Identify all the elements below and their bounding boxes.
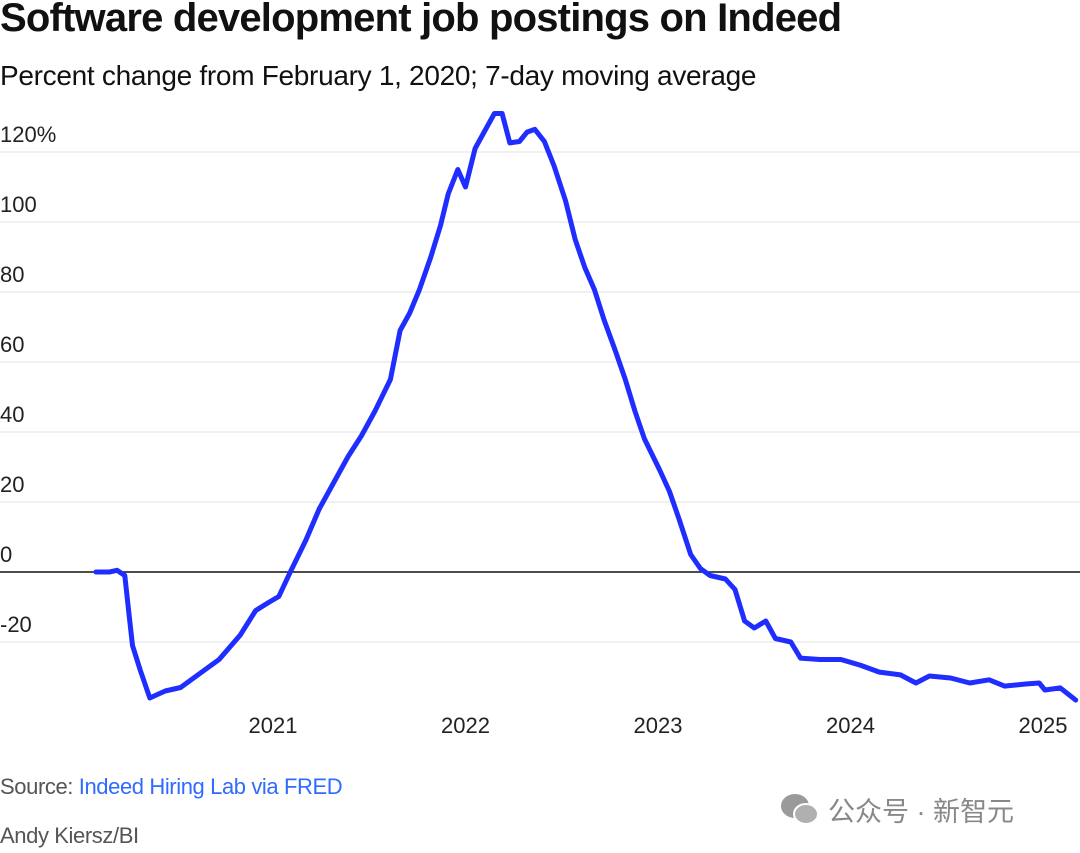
chart-subtitle: Percent change from February 1, 2020; 7-… xyxy=(0,60,757,91)
x-tick-label: 2022 xyxy=(441,713,490,738)
x-tick-label: 2025 xyxy=(1019,713,1068,738)
author-credit: Andy Kiersz/BI xyxy=(0,823,139,848)
y-tick-label: 80 xyxy=(0,262,24,287)
watermark-text: 公众号 · 新智元 xyxy=(828,797,1014,827)
y-tick-label: 40 xyxy=(0,402,24,427)
source-prefix: Source: xyxy=(0,774,79,799)
y-tick-label: 60 xyxy=(0,332,24,357)
x-tick-label: 2023 xyxy=(634,713,683,738)
source-note: Source: Indeed Hiring Lab via FRED xyxy=(0,774,343,800)
watermark: 公众号 · 新智元 xyxy=(780,790,1014,829)
source-link[interactable]: Indeed Hiring Lab via FRED xyxy=(78,774,343,799)
line-chart: 120% 100 80 60 40 20 0 -20 2021 2022 2023 2024 2025 xyxy=(0,111,1080,738)
chart-title: Software development job postings on Ind… xyxy=(0,0,842,40)
y-tick-label: 20 xyxy=(0,472,24,497)
wechat-icon xyxy=(781,793,819,825)
y-tick-label: 100 xyxy=(0,192,37,217)
y-tick-label: -20 xyxy=(0,612,32,637)
series-line xyxy=(93,111,1079,703)
y-tick-label: 0 xyxy=(0,542,12,567)
x-tick-label: 2021 xyxy=(249,713,298,738)
x-tick-label: 2024 xyxy=(826,713,875,738)
y-tick-label: 120% xyxy=(0,122,56,147)
